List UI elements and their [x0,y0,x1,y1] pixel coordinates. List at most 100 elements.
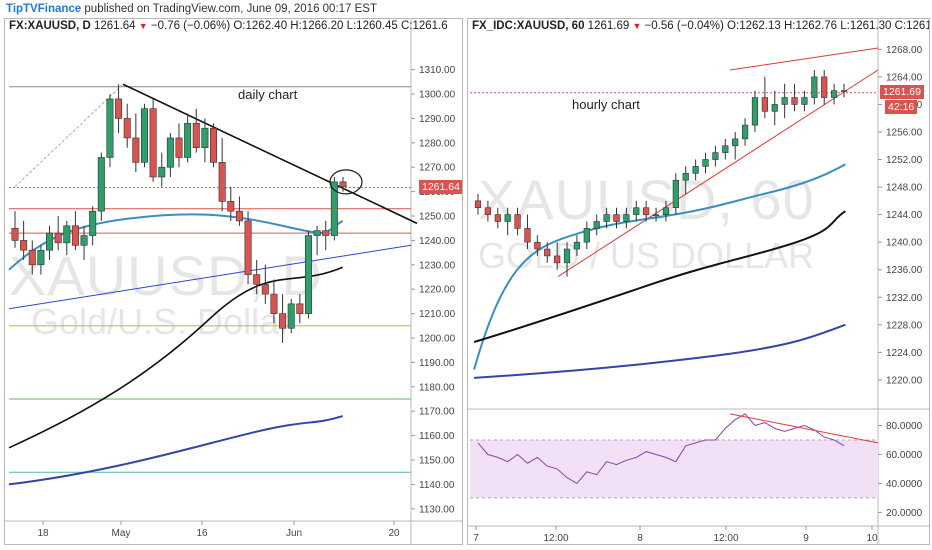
candle-down [279,313,287,329]
hourly-header: FX_IDC:XAUUSD, 60 1261.69 ▼ −0.56 (−0.04… [472,19,929,33]
price-tick-label: 1232.00 [886,293,923,304]
price-tick-label: 1210.00 [419,309,456,320]
candle-up [633,207,640,215]
hourly-symbol: FX_IDC:XAUUSD, 60 [472,20,585,32]
candle-up [603,214,610,222]
brand-link[interactable]: TipTVFinance [6,3,82,15]
candle-up [89,210,97,236]
hourly-chart-panel[interactable]: XAUUSD, 60 GOLD / US DOLLAR 1268.00 1264.… [467,18,930,545]
candle-up [652,214,660,216]
daily-header: FX:XAUUSD, D 1261.64 ▼ −0.76 (−0.06%) O:… [9,20,448,32]
candle-down [339,181,347,188]
candle-down [524,228,531,243]
candle-down [791,97,798,105]
highlight-circle [329,169,363,195]
ma-mid-line [473,210,846,343]
price-tick-label: 1252.00 [886,155,923,166]
candle-up [831,90,838,98]
candle-down [149,108,157,178]
candle-down [20,240,28,251]
ma-fast-line [473,163,846,370]
candle-down [253,274,261,285]
daily-low: 1260.45 [356,20,398,32]
candle-down [210,127,218,163]
daily-change: −0.76 (−0.06%) [150,20,231,32]
time-tick-label: 16 [196,528,208,539]
candle-up [662,207,670,215]
candle-down [71,225,79,246]
daily-close: 1261.6 [412,20,448,32]
candle-up [97,157,105,212]
hourly-annotation: hourly chart [572,97,640,112]
candle-down [484,207,491,215]
price-tick-label: 1230.00 [419,260,456,271]
candle-down [192,123,200,149]
price-tick-label: 1300.00 [419,90,456,101]
candle-down [270,293,278,314]
candle-up [573,241,581,250]
candle-down [123,118,131,139]
candle-down [28,249,36,266]
candle-down [643,207,650,215]
candle-up [158,166,166,178]
price-tick-label: 1268.00 [886,45,923,56]
rsi-tick-label: 20.0000 [886,508,923,519]
daily-chart-panel[interactable]: XAUUSD, D Gold/U.S. Dollar 1310.00 1300.0… [4,18,463,545]
candle-down [761,97,768,112]
ma-mid-line [8,266,343,449]
candle-up [781,97,788,105]
price-tick-label: 1160.00 [419,431,455,442]
candle-up [672,179,679,209]
time-tick-label: 8 [637,533,643,544]
candle-down [534,241,541,250]
daily-price-tag: 1261.64 [419,179,462,194]
ma-slow-line [474,323,846,379]
candle-down [613,214,620,222]
published-line: TipTVFinance published on TradingView.co… [6,2,377,16]
candle-down [544,248,551,257]
price-tick-label: 1150.00 [419,456,455,467]
candle-up [771,104,778,112]
candle-up [140,108,148,163]
candle-up [751,97,759,126]
candle-down [227,201,235,212]
candle-up [37,249,45,266]
candle-up [166,137,174,168]
price-tick-label: 1180.00 [419,382,455,393]
hourly-last: 1261.69 [587,20,630,32]
candle-down [821,76,828,98]
candle-up [583,228,590,243]
candle-down [115,98,123,119]
candle-down [244,220,252,275]
time-tick-label: 18 [37,528,49,539]
candle-down [218,162,226,202]
candle-down [296,303,304,314]
rsi-divergence-line [729,413,879,444]
candle-up [623,214,630,222]
candle-up [682,172,689,181]
rsi-tick-label: 40.0000 [886,479,923,490]
channel-upper-line [729,47,879,71]
rsi-tick-label: 80.0000 [886,421,923,432]
candle-down [514,214,521,229]
price-tick-label: 1310.00 [419,65,456,76]
down-arrow-icon: ▼ [138,21,148,31]
candle-up [702,159,709,167]
candle-up [46,232,54,251]
daily-high: 1266.20 [301,20,344,32]
price-tick-label: 1256.00 [886,127,923,138]
candle-up [741,124,749,140]
candle-up [504,214,511,222]
daily-chart-svg: 1310.00 1300.00 1290.00 1280.00 1270.00 1260.… [5,19,462,544]
price-tick-label: 1170.00 [419,407,455,418]
price-tick-label: 1240.00 [886,238,923,249]
price-tick-label: 1250.00 [419,212,456,223]
candle-up [593,221,600,229]
rsi-band [470,439,878,498]
hourly-change: −0.56 (−0.04%) [644,20,724,32]
price-tick-label: 1248.00 [886,183,923,194]
daily-symbol: FX:XAUUSD, D [9,20,91,32]
daily-open: 1262.40 [245,20,288,32]
candle-up [712,152,719,160]
candle-up [63,225,71,244]
